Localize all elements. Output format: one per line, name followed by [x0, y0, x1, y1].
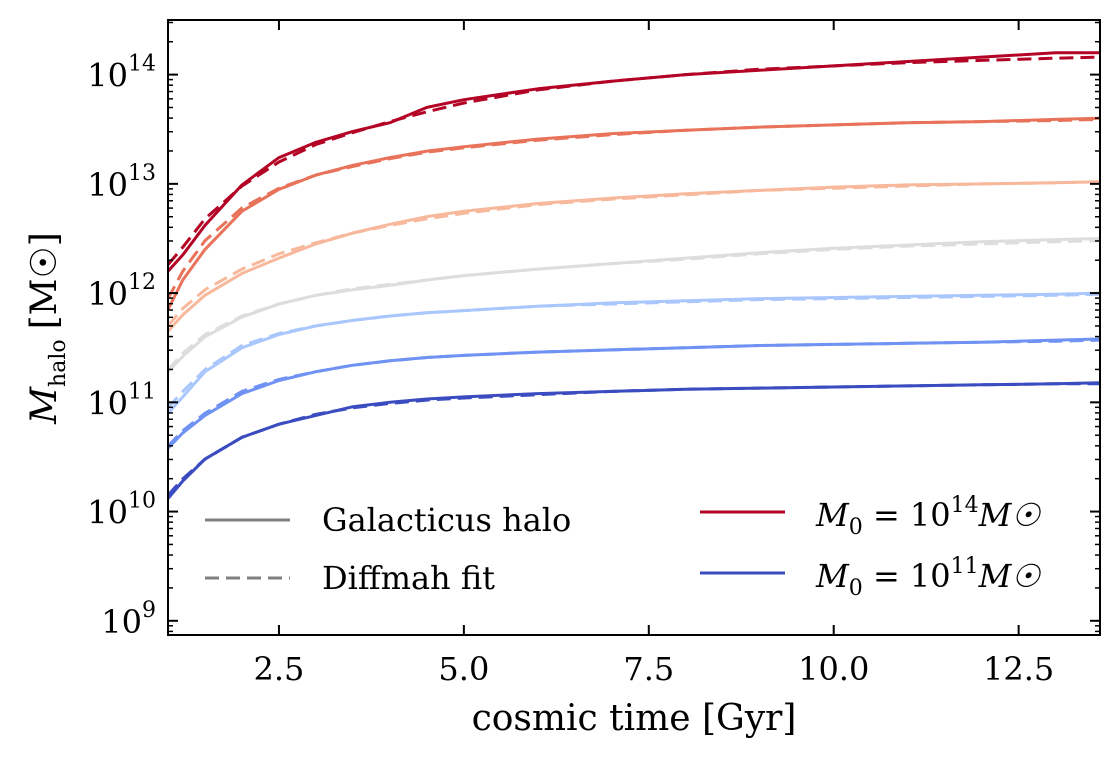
svg-text:Mhalo[M☉]: Mhalo [M☉]: [24, 232, 71, 425]
series-0: [166, 51, 1101, 273]
plot-frame: [167, 19, 1101, 636]
diffmah-line-6: [166, 382, 1100, 497]
diffmah-line-0: [166, 55, 1101, 266]
legend-entry-galacticus: Galacticus halo: [205, 501, 571, 539]
series-1: [166, 116, 1101, 311]
legend-entry-m0-14: M0 = 1014M☉: [700, 493, 1041, 540]
y-tick-label-2: 1011: [87, 379, 156, 422]
y-axis-label: Mhalo [M☉]: [24, 232, 71, 425]
series-5: [166, 337, 1101, 450]
y-axis-symbol: M: [24, 386, 65, 425]
x-tick-label-4: 12.5: [983, 650, 1054, 688]
legend-entry-m0-11: M0 = 1011M☉: [700, 554, 1041, 601]
y-axis-subscript: halo: [46, 339, 71, 387]
y-tick-label-3: 1012: [87, 270, 156, 313]
series-group: [166, 51, 1101, 500]
diffmah-line-1: [166, 117, 1101, 300]
legend-entry-diffmah: Diffmah fit: [205, 559, 495, 597]
x-axis-label: cosmic time [Gyr]: [472, 698, 797, 739]
legend-label-diffmah: Diffmah fit: [322, 559, 495, 597]
y-tick-label-4: 1013: [87, 161, 156, 204]
legend-label-m0-14: M0 = 1014M☉: [815, 493, 1041, 540]
series-2: [166, 180, 1101, 333]
series-6: [166, 381, 1101, 500]
x-tick-label-0: 2.5: [254, 650, 305, 688]
diffmah-line-2: [166, 180, 1101, 327]
diffmah-line-5: [166, 338, 1101, 448]
x-tick-label-1: 5.0: [438, 650, 489, 688]
legend-label-galacticus: Galacticus halo: [322, 501, 571, 539]
series-4: [166, 291, 1101, 415]
y-tick-label-1: 1010: [87, 489, 156, 532]
y-tick-label-5: 1014: [87, 52, 156, 95]
diffmah-line-3: [166, 239, 1101, 371]
legend: Galacticus halo Diffmah fit M0 = 1014M☉ …: [205, 493, 1041, 601]
y-tick-label-0: 109: [101, 598, 156, 641]
galacticus-line-1: [166, 116, 1101, 311]
legend-label-m0-11: M0 = 1011M☉: [815, 554, 1041, 601]
series-3: [166, 237, 1101, 373]
x-tick-label-2: 7.5: [623, 650, 674, 688]
y-axis-unit: [M☉]: [24, 232, 65, 329]
x-tick-label-3: 10.0: [798, 650, 869, 688]
diffmah-line-4: [166, 292, 1101, 409]
